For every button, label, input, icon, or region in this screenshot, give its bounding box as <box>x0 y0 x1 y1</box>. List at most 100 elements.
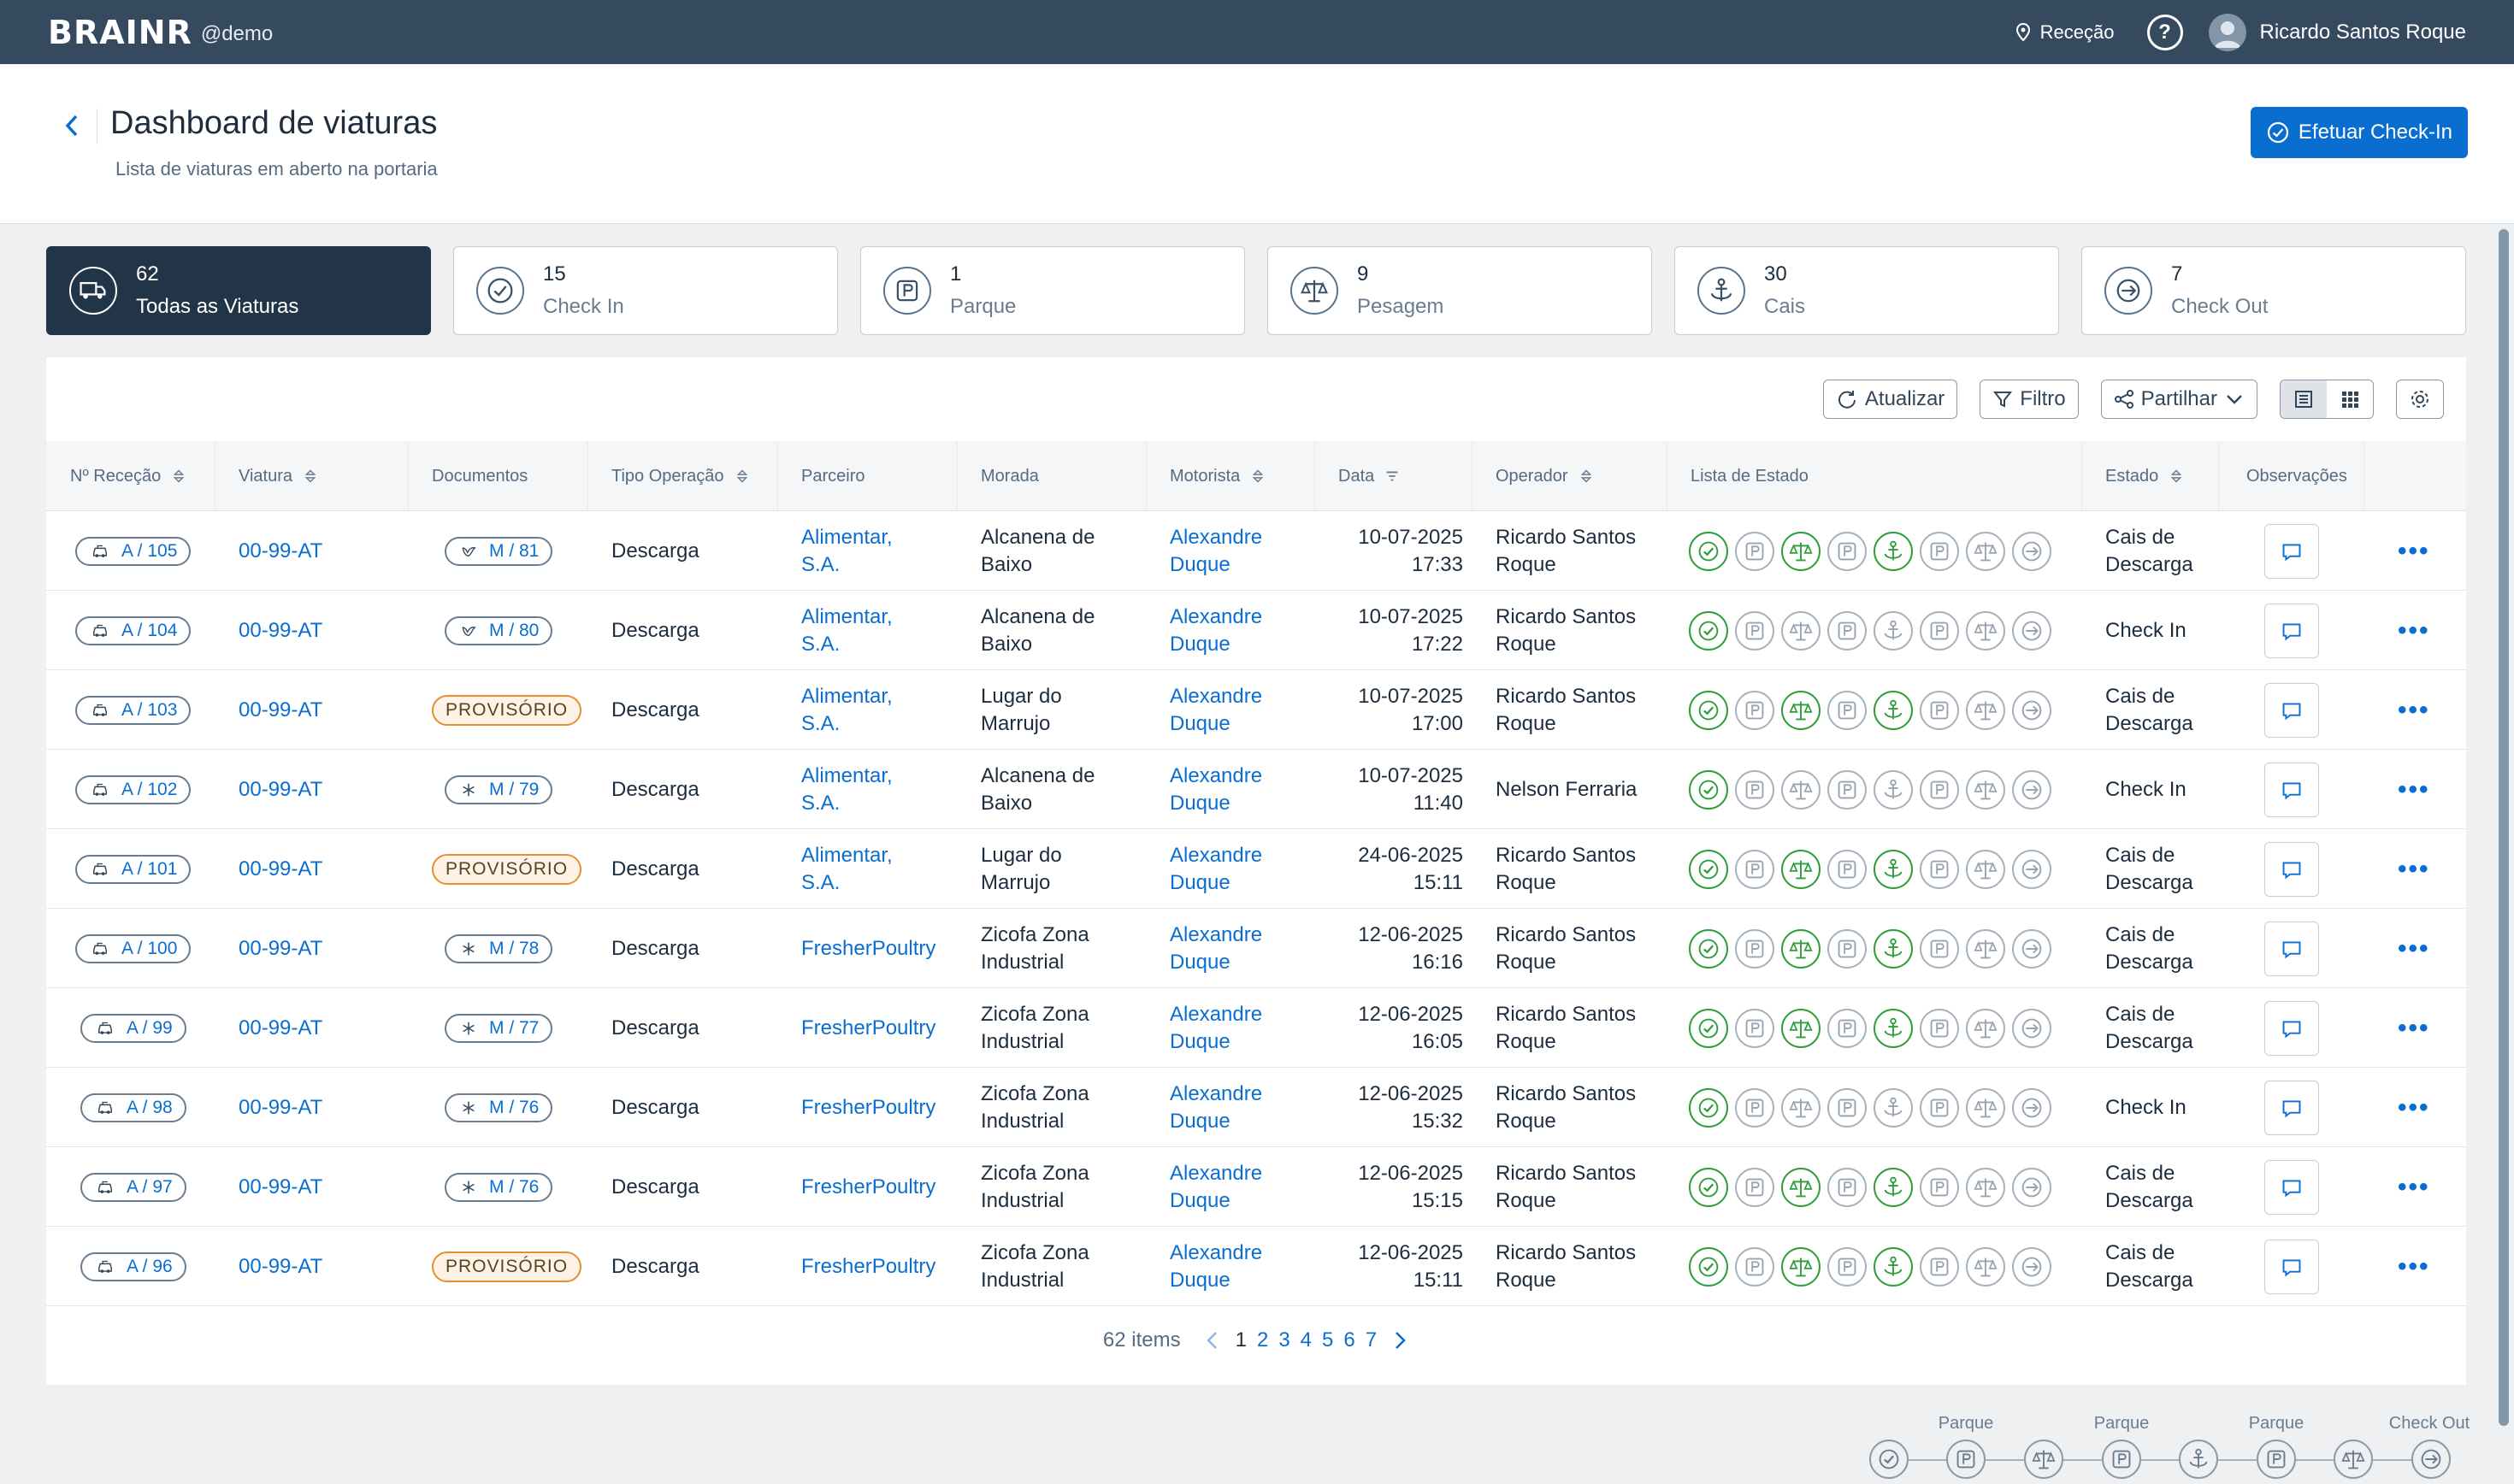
status-step[interactable] <box>1966 531 2005 571</box>
status-step[interactable] <box>1827 1008 1867 1048</box>
status-step[interactable] <box>1920 769 1959 810</box>
more-actions-button[interactable]: ••• <box>2398 1227 2430 1306</box>
status-step[interactable] <box>1966 690 2005 730</box>
status-step[interactable] <box>1920 1246 1959 1287</box>
share-button[interactable]: Partilhar <box>2100 380 2257 419</box>
status-step[interactable] <box>1781 690 1821 730</box>
driver-link[interactable]: Alexandre Duque <box>1170 1081 1263 1133</box>
reception-pill[interactable]: A / 99 <box>80 1013 186 1043</box>
table-row[interactable]: A / 99 00-99-AT M / 77 Descarga FresherP… <box>46 988 2466 1068</box>
reception-pill[interactable]: A / 98 <box>80 1092 186 1122</box>
column-header[interactable]: Observações <box>2246 441 2347 511</box>
status-step[interactable] <box>1966 928 2005 969</box>
observations-button[interactable] <box>2264 921 2319 976</box>
vehicle-plate-link[interactable]: 00-99-AT <box>239 618 323 642</box>
status-step[interactable] <box>1689 928 1728 969</box>
status-step[interactable] <box>1966 1008 2005 1048</box>
status-step[interactable] <box>1781 1246 1821 1287</box>
status-step[interactable] <box>1735 928 1774 969</box>
column-header[interactable]: Data <box>1338 441 1402 511</box>
column-header[interactable]: Motorista <box>1170 441 1267 511</box>
status-step[interactable] <box>1966 1167 2005 1207</box>
checkin-button[interactable]: Efetuar Check-In <box>2250 107 2468 158</box>
status-step[interactable] <box>1874 849 1913 889</box>
status-step[interactable] <box>1966 849 2005 889</box>
status-step[interactable] <box>1689 1167 1728 1207</box>
vehicle-plate-link[interactable]: 00-99-AT <box>239 1095 323 1119</box>
vehicle-plate-link[interactable]: 00-99-AT <box>239 539 323 562</box>
partner-link[interactable]: FresherPoultry <box>801 1254 936 1278</box>
vehicle-plate-link[interactable]: 00-99-AT <box>239 777 323 801</box>
status-step[interactable] <box>1966 769 2005 810</box>
column-header[interactable]: Viatura <box>239 441 320 511</box>
status-card[interactable]: 15 Check In <box>453 246 838 335</box>
status-step[interactable] <box>2012 1087 2051 1128</box>
help-icon[interactable]: ? <box>2146 14 2183 50</box>
driver-link[interactable]: Alexandre Duque <box>1170 922 1263 974</box>
status-step[interactable] <box>1735 690 1774 730</box>
partner-link[interactable]: Alimentar, S.A. <box>801 843 893 894</box>
vehicle-plate-link[interactable]: 00-99-AT <box>239 857 323 880</box>
status-step[interactable] <box>1781 1008 1821 1048</box>
status-step[interactable] <box>1920 1087 1959 1128</box>
partner-link[interactable]: Alimentar, S.A. <box>801 684 893 735</box>
reception-pill[interactable]: A / 101 <box>75 854 192 884</box>
status-card[interactable]: 1 Parque <box>860 246 1245 335</box>
filter-button[interactable]: Filtro <box>1980 380 2079 419</box>
reception-pill[interactable]: A / 104 <box>75 615 192 645</box>
page-number[interactable]: 5 <box>1322 1328 1334 1352</box>
status-step[interactable] <box>1689 1087 1728 1128</box>
status-step[interactable] <box>1874 1087 1913 1128</box>
status-step[interactable] <box>1827 769 1867 810</box>
observations-button[interactable] <box>2264 523 2319 579</box>
chevron-right-icon[interactable] <box>1390 1329 1409 1352</box>
document-pill[interactable]: M / 80 <box>445 615 553 645</box>
provisional-badge[interactable]: PROVISÓRIO <box>432 694 582 726</box>
status-step[interactable] <box>1920 1167 1959 1207</box>
document-pill[interactable]: M / 76 <box>445 1172 553 1202</box>
status-step[interactable] <box>1920 610 1959 651</box>
status-step[interactable] <box>1735 849 1774 889</box>
observations-button[interactable] <box>2264 762 2319 817</box>
status-card[interactable]: 30 Cais <box>1674 246 2059 335</box>
driver-link[interactable]: Alexandre Duque <box>1170 525 1263 576</box>
status-step[interactable] <box>1689 1008 1728 1048</box>
more-actions-button[interactable]: ••• <box>2398 988 2430 1068</box>
status-step[interactable] <box>1689 610 1728 651</box>
reception-pill[interactable]: A / 102 <box>75 774 192 804</box>
partner-link[interactable]: FresherPoultry <box>801 1175 936 1198</box>
status-step[interactable] <box>1874 769 1913 810</box>
status-step[interactable] <box>2012 928 2051 969</box>
table-row[interactable]: A / 97 00-99-AT M / 76 Descarga FresherP… <box>46 1147 2466 1227</box>
vehicle-plate-link[interactable]: 00-99-AT <box>239 698 323 721</box>
observations-button[interactable] <box>2264 1239 2319 1294</box>
column-header[interactable]: Tipo Operação <box>611 441 752 511</box>
status-step[interactable] <box>1827 531 1867 571</box>
column-header[interactable]: Morada <box>981 441 1039 511</box>
observations-button[interactable] <box>2264 1080 2319 1135</box>
vehicle-plate-link[interactable]: 00-99-AT <box>239 1175 323 1198</box>
status-card[interactable]: 7 Check Out <box>2081 246 2466 335</box>
status-step[interactable] <box>1781 1167 1821 1207</box>
status-step[interactable] <box>2012 849 2051 889</box>
partner-link[interactable]: Alimentar, S.A. <box>801 604 893 656</box>
document-pill[interactable]: M / 81 <box>445 536 553 566</box>
location-selector[interactable]: Receção <box>2015 21 2115 44</box>
observations-button[interactable] <box>2264 682 2319 738</box>
status-step[interactable] <box>1874 1008 1913 1048</box>
driver-link[interactable]: Alexandre Duque <box>1170 1161 1263 1212</box>
status-step[interactable] <box>1920 928 1959 969</box>
status-step[interactable] <box>1781 610 1821 651</box>
status-step[interactable] <box>1827 1246 1867 1287</box>
page-number[interactable]: 2 <box>1256 1328 1269 1352</box>
status-step[interactable] <box>1966 1246 2005 1287</box>
status-step[interactable] <box>2012 769 2051 810</box>
status-step[interactable] <box>1689 769 1728 810</box>
vehicle-plate-link[interactable]: 00-99-AT <box>239 1254 323 1278</box>
vehicle-plate-link[interactable]: 00-99-AT <box>239 936 323 960</box>
status-step[interactable] <box>1781 928 1821 969</box>
driver-link[interactable]: Alexandre Duque <box>1170 604 1263 656</box>
status-step[interactable] <box>2012 1008 2051 1048</box>
document-pill[interactable]: M / 77 <box>445 1013 553 1043</box>
reception-pill[interactable]: A / 105 <box>75 536 192 566</box>
